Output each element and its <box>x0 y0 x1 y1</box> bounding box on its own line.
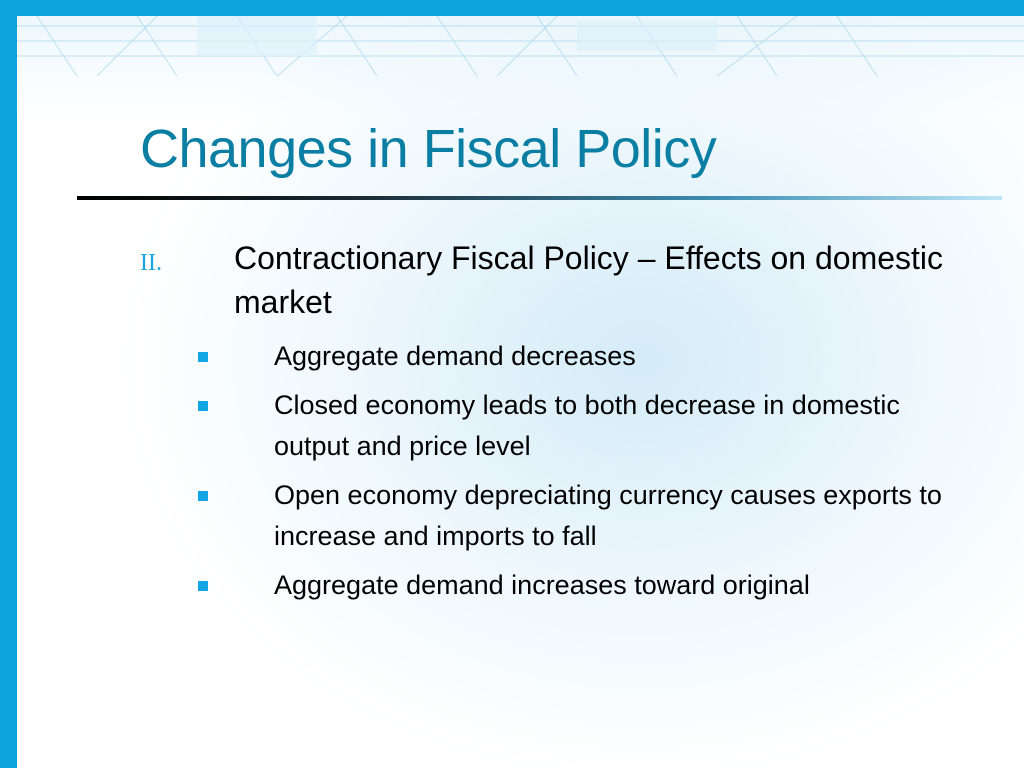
bullet-text: Aggregate demand decreases <box>274 341 636 371</box>
title-divider <box>77 196 1002 200</box>
top-accent-bar <box>0 0 1024 16</box>
list-item: Open economy depreciating currency cause… <box>196 475 976 557</box>
list-item: Aggregate demand increases toward origin… <box>196 565 976 606</box>
bullet-text: Aggregate demand increases toward origin… <box>274 570 810 600</box>
square-bullet-icon <box>198 581 208 591</box>
section-item: II. Contractionary Fiscal Policy – Effec… <box>140 236 980 324</box>
list-item: Aggregate demand decreases <box>196 336 976 377</box>
left-accent-bar <box>0 0 17 768</box>
bullet-list: Aggregate demand decreases Closed econom… <box>196 336 976 614</box>
header-decoration <box>17 16 1024 76</box>
section-text: Contractionary Fiscal Policy – Effects o… <box>234 240 944 320</box>
list-item: Closed economy leads to both decrease in… <box>196 385 976 467</box>
section-number: II. <box>140 250 162 276</box>
bullet-text: Open economy depreciating currency cause… <box>274 480 942 551</box>
square-bullet-icon <box>198 352 208 362</box>
page-title: Changes in Fiscal Policy <box>140 119 717 179</box>
square-bullet-icon <box>198 401 208 411</box>
bullet-text: Closed economy leads to both decrease in… <box>274 390 900 461</box>
square-bullet-icon <box>198 491 208 501</box>
